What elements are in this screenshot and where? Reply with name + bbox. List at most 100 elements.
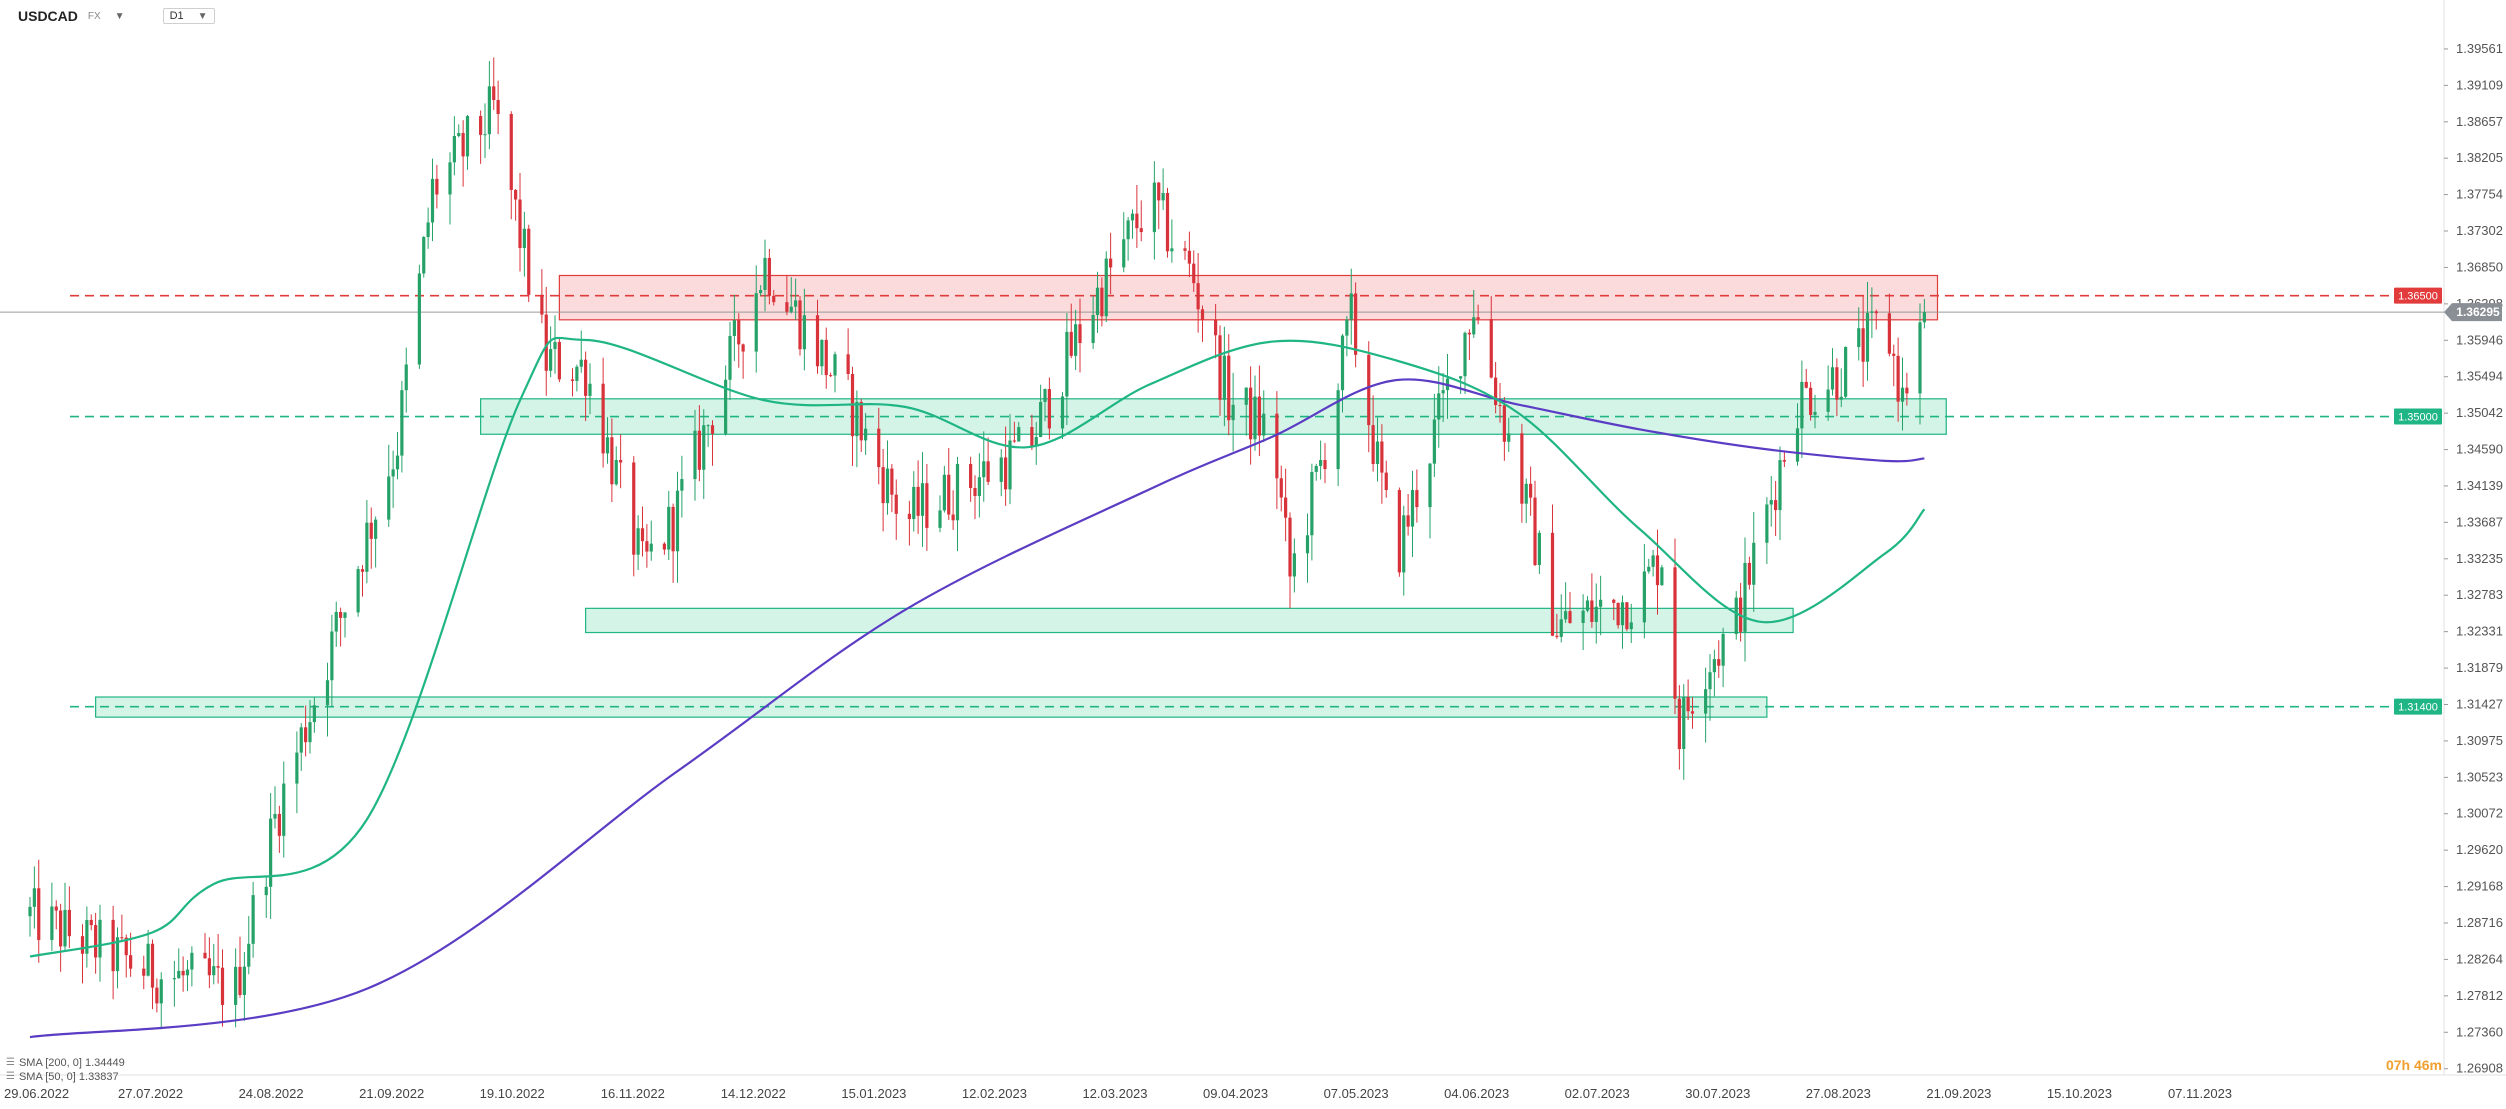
candle-bearish [1183, 248, 1187, 251]
candle-bullish [1122, 239, 1126, 268]
legend-sma-50[interactable]: ☰ SMA [50, 0] 1.33837 [6, 1070, 125, 1084]
date-tick-label: 21.09.2023 [1926, 1086, 1991, 1101]
candle-bearish [894, 494, 898, 514]
indicator-settings-icon[interactable]: ☰ [6, 1057, 15, 1068]
candle-bearish [1616, 602, 1620, 626]
candle-bearish [94, 925, 98, 958]
indicator-settings-icon[interactable]: ☰ [6, 1071, 15, 1082]
candle-bearish [1284, 497, 1288, 518]
candle-bearish [496, 100, 500, 114]
candle-bearish [601, 383, 605, 454]
candle-bearish [1397, 490, 1401, 573]
candle-bearish [557, 341, 561, 380]
candle-bearish [203, 952, 207, 959]
candle-bullish [426, 222, 430, 238]
candle-bullish [724, 379, 728, 434]
candle-bearish [1655, 555, 1660, 586]
candle-bullish [1507, 433, 1511, 442]
candle-bullish [1305, 535, 1310, 554]
candle-bullish [483, 134, 487, 136]
symbol-name[interactable]: USDCAD [18, 8, 78, 24]
candle-bullish [855, 401, 859, 437]
symbol-dropdown-chevron-down-icon[interactable]: ▼ [114, 10, 125, 22]
candle-bullish [234, 966, 238, 1005]
candle-bullish [693, 430, 697, 480]
candle-bearish [1249, 387, 1253, 440]
candle-bearish [1568, 611, 1572, 623]
candle-bearish [238, 966, 242, 995]
candle-bullish [789, 306, 793, 312]
candle-bullish [1410, 490, 1415, 527]
candle-bearish [645, 541, 649, 552]
date-tick-label: 07.11.2023 [2168, 1086, 2232, 1101]
candle-bearish [1187, 250, 1191, 264]
price-tick-label: 1.34139 [2456, 478, 2503, 493]
candle-bearish [527, 228, 531, 295]
candle-countdown: 07h 46m [2385, 1057, 2442, 1073]
candle-bullish [325, 680, 330, 706]
date-tick-label: 21.09.2022 [359, 1086, 424, 1101]
candle-bearish [570, 379, 575, 381]
candle-bullish [1734, 597, 1738, 635]
timeframe-chevron-down-icon[interactable]: ▼ [197, 10, 208, 22]
price-tick-label: 1.30523 [2456, 769, 2503, 784]
candle-bullish [1091, 314, 1095, 344]
candle-bearish [986, 461, 990, 482]
candle-bearish [785, 302, 789, 312]
candle-bearish [207, 958, 211, 976]
candle-bullish [977, 477, 981, 496]
candle-bearish [1135, 213, 1139, 229]
candle-bearish [1520, 433, 1524, 504]
price-level-tag-label: 1.36500 [2398, 291, 2438, 303]
candle-bullish [1437, 393, 1441, 420]
price-tick-label: 1.39109 [2456, 77, 2503, 92]
candle-bullish [387, 476, 391, 520]
candle-bearish [37, 888, 41, 941]
candle-bearish [1489, 319, 1493, 378]
legend-sma-200[interactable]: ☰ SMA [200, 0] 1.34449 [6, 1056, 125, 1070]
candle-bearish [1673, 567, 1677, 699]
candle-bullish [356, 569, 360, 613]
candle-bullish [1152, 182, 1156, 233]
candle-bullish [667, 506, 671, 550]
candle-bullish [448, 162, 452, 195]
candle-bearish [1367, 354, 1371, 426]
price-tick-label: 1.35946 [2456, 332, 2503, 347]
candle-bullish [185, 969, 190, 976]
candle-bearish [925, 483, 929, 528]
candle-bearish [877, 428, 881, 468]
candle-bullish [1336, 390, 1340, 470]
candle-bullish [1428, 463, 1432, 508]
candle-bullish [1340, 335, 1345, 391]
candle-bullish [1126, 220, 1130, 240]
candle-bearish [1323, 460, 1327, 470]
candle-bearish [540, 294, 544, 315]
candle-bullish [465, 116, 470, 157]
candle-bearish [150, 943, 155, 988]
candle-bullish [802, 315, 806, 350]
candle-bullish [190, 952, 194, 970]
date-tick-label: 16.11.2022 [601, 1086, 665, 1101]
candle-bullish [457, 133, 461, 137]
candle-bullish [1253, 396, 1257, 440]
price-tick-label: 1.31427 [2456, 697, 2503, 712]
candle-bullish [1060, 396, 1065, 429]
candle-bearish [1078, 324, 1082, 344]
candle-bullish [247, 943, 251, 967]
candle-bullish [1712, 659, 1716, 673]
timeframe-select[interactable]: D1 ▼ [162, 8, 215, 24]
candle-bullish [999, 457, 1003, 482]
price-tick-label: 1.26908 [2456, 1061, 2503, 1076]
candle-bullish [1104, 258, 1108, 317]
candle-bearish [1047, 389, 1051, 429]
candle-bearish [80, 936, 85, 954]
candle-bullish [1865, 312, 1870, 362]
candle-bearish [1861, 328, 1865, 362]
price-tick-label: 1.28264 [2456, 951, 2503, 966]
candle-bearish [479, 116, 483, 135]
candle-bearish [881, 467, 885, 504]
candle-bearish [947, 474, 951, 515]
candle-bullish [50, 906, 54, 941]
